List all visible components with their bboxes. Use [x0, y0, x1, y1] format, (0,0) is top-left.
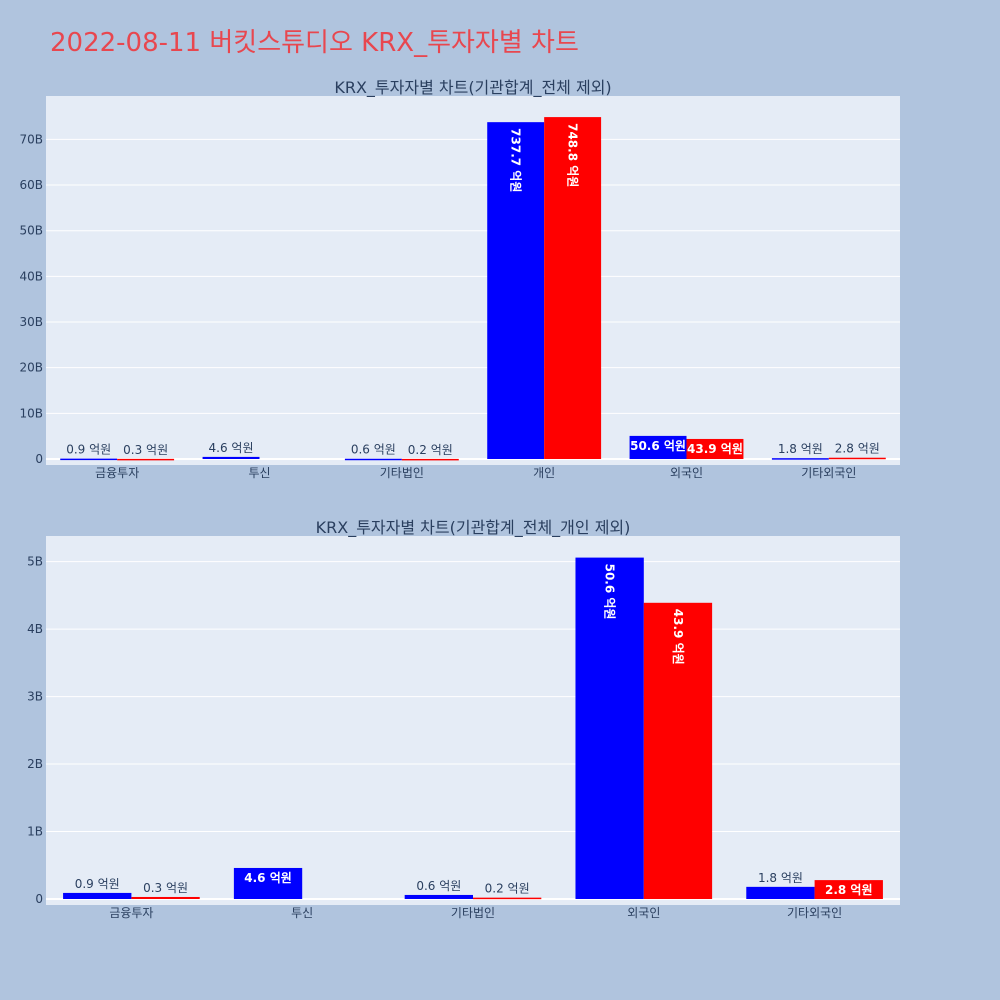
bar-value-label: 737.7 억원	[509, 128, 523, 192]
bar-value-label: 50.6 억원	[630, 439, 686, 453]
bar	[686, 438, 744, 459]
bar	[473, 897, 542, 900]
bar-value-label: 2.8 억원	[825, 883, 873, 897]
x-tick-label: 투신	[291, 906, 313, 920]
plot-area	[46, 96, 900, 465]
bar-value-label: 1.8 억원	[778, 442, 823, 456]
y-tick-label: 70B	[19, 132, 43, 146]
x-tick-label: 기타외국인	[787, 906, 842, 920]
bar	[746, 886, 815, 899]
y-tick-label: 10B	[19, 406, 43, 420]
y-tick-label: 0	[35, 892, 43, 906]
bar	[544, 117, 602, 459]
bar	[575, 557, 644, 899]
bar-value-label: 0.3 억원	[123, 443, 168, 457]
x-tick-label: 기타외국인	[801, 466, 856, 480]
bar	[828, 457, 886, 460]
bar	[117, 458, 175, 461]
y-tick-label: 20B	[19, 361, 43, 375]
bar-value-label: 0.6 억원	[351, 443, 396, 457]
bar-value-label: 0.9 억원	[75, 877, 120, 891]
y-tick-label: 2B	[27, 757, 43, 771]
x-tick-label: 금융투자	[95, 466, 139, 480]
y-tick-label: 1B	[27, 825, 43, 839]
x-tick-label: 기타법인	[451, 906, 495, 920]
bar	[63, 892, 132, 899]
plot-area	[46, 536, 900, 905]
bar-value-label: 4.6 억원	[209, 441, 254, 455]
bar-value-label: 0.3 억원	[143, 881, 188, 895]
bar	[202, 456, 260, 459]
x-tick-label: 금융투자	[109, 906, 153, 920]
bar	[344, 458, 402, 461]
y-tick-label: 3B	[27, 690, 43, 704]
chart-excluding-individual-svg: 0 1B 2B 3B 4B 5B KRX_투자자별 차트(기관합계_전체_개인 제외) 금융투…	[27, 518, 900, 920]
bar-value-label: 43.9 억원	[687, 442, 743, 456]
page-title: 2022-08-11 버킷스튜디오 KRX_투자자별 차트	[50, 28, 579, 58]
bar-value-label: 50.6 억원	[603, 564, 617, 620]
bar	[60, 458, 118, 461]
y-tick-label: 50B	[19, 224, 43, 238]
bar	[401, 458, 459, 461]
bar	[233, 867, 303, 899]
chart-title: KRX_투자자별 차트(기관합계_전체 제외)	[334, 78, 611, 98]
y-tick-label: 30B	[19, 315, 43, 329]
chart-total: 0 10B 20B 30B 40B 50B 60B 70B KRX_투자자별 차트(기관합계_전…	[0, 70, 1000, 490]
chart-excluding-individual: 0 1B 2B 3B 4B 5B KRX_투자자별 차트(기관합계_전체_개인 제외) 금융투…	[0, 510, 1000, 930]
bar-value-label: 0.9 억원	[66, 443, 111, 457]
y-tick-label: 0	[35, 452, 43, 466]
y-tick-label: 5B	[27, 555, 43, 569]
y-tick-label: 60B	[19, 178, 43, 192]
bar	[629, 435, 687, 459]
bar-value-label: 0.6 억원	[416, 879, 461, 893]
bar-value-label: 1.8 억원	[758, 871, 803, 885]
bar	[131, 896, 200, 899]
bar-value-label: 0.2 억원	[408, 443, 453, 457]
x-tick-label: 투신	[248, 466, 270, 480]
chart-title: KRX_투자자별 차트(기관합계_전체_개인 제외)	[316, 518, 631, 538]
chart-total-svg: 0 10B 20B 30B 40B 50B 60B 70B KRX_투자자별 차트(기관합계_전…	[19, 78, 900, 480]
x-tick-label: 기타법인	[380, 466, 424, 480]
y-tick-label: 4B	[27, 622, 43, 636]
bar	[404, 894, 473, 899]
x-tick-label: 외국인	[670, 466, 703, 480]
y-tick-label: 40B	[19, 269, 43, 283]
bar-value-label: 2.8 억원	[835, 442, 880, 456]
x-tick-label: 개인	[533, 466, 555, 480]
bar-value-label: 0.2 억원	[485, 882, 530, 896]
bar-value-label: 43.9 억원	[671, 609, 685, 665]
bar	[814, 880, 883, 899]
bar	[487, 122, 545, 459]
bar	[643, 602, 713, 899]
bar-value-label: 748.8 억원	[566, 123, 580, 187]
bar	[771, 458, 829, 460]
x-tick-label: 외국인	[627, 906, 660, 920]
bar-value-label: 4.6 억원	[244, 871, 292, 885]
